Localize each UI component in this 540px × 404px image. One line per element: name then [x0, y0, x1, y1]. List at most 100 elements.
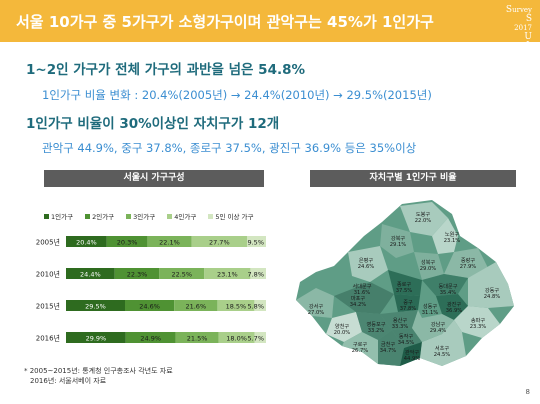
district-value: 34.7% — [380, 348, 397, 354]
header-bar: 서울 10가구 중 5가구가 소형가구이며 관악구는 45%가 1인가구 Sur… — [0, 0, 540, 51]
bar-segment — [250, 268, 266, 279]
data-label: 22.3% — [127, 271, 148, 279]
district-name: 서초구 — [435, 344, 450, 352]
data-label: 7.8% — [247, 271, 264, 279]
bar-segment — [66, 300, 125, 311]
district-name: 성북구 — [421, 258, 436, 266]
district-value: 23.1% — [444, 238, 461, 244]
data-label: 9.5% — [247, 239, 264, 247]
district-value: 29.0% — [420, 266, 437, 272]
logo-text: Survey S 2017 U L — [505, 5, 532, 51]
district-name: 마포구 — [351, 294, 366, 302]
bar-segment — [191, 236, 247, 247]
district-name: 동작구 — [399, 333, 414, 340]
district-name: 도봉구 — [416, 211, 431, 218]
bar-segment — [254, 300, 266, 311]
district-value: 36.9% — [446, 308, 463, 314]
district-value: 34.5% — [398, 340, 415, 346]
bar-segment — [174, 300, 218, 311]
footnote-line2: 2016년: 서울서베이 자료 — [30, 377, 107, 385]
district-value: 22.0% — [415, 218, 432, 224]
data-label: 23.1% — [217, 271, 238, 279]
district-name: 송파구 — [471, 316, 486, 324]
legend-item: 3인가구 — [126, 211, 155, 221]
legend-item: 4인가구 — [167, 211, 196, 221]
bar-segment — [204, 268, 251, 279]
section2-detail: 관악구 44.9%, 중구 37.8%, 종로구 37.5%, 광진구 36.9… — [42, 141, 417, 155]
bar-segment — [254, 332, 266, 343]
category-label: 2005년 — [36, 238, 60, 247]
data-label: 21.6% — [185, 303, 206, 311]
district-value: 31.6% — [354, 290, 371, 296]
district-value: 37.5% — [396, 288, 413, 294]
bar-segment — [106, 236, 148, 247]
data-label: 21.5% — [187, 335, 208, 343]
district-value: 23.3% — [470, 324, 487, 330]
district-value: 29.4% — [430, 328, 447, 334]
district-name: 양천구 — [335, 322, 350, 330]
district-name: 용산구 — [393, 316, 408, 324]
category-label: 2015년 — [36, 302, 60, 311]
survey-logo: Survey S 2017 U L — [492, 2, 532, 51]
district-value: 27.0% — [308, 310, 325, 316]
district-value: 26.7% — [352, 348, 369, 354]
district-name: 강남구 — [431, 320, 446, 328]
data-label: 5.8% — [247, 303, 264, 311]
data-label: 29.9% — [86, 335, 107, 343]
district-value: 33.2% — [368, 328, 385, 334]
section2-heading: 1인가구 비율이 30%이상인 자치구가 12개 — [26, 116, 280, 132]
district-name: 금천구 — [381, 341, 396, 348]
district-name: 동대문구 — [438, 282, 457, 290]
district-name: 강북구 — [391, 235, 406, 242]
bar-segment — [125, 332, 176, 343]
footnote-line1: * 2005~2015년: 통계청 인구총조사 각년도 자료 — [24, 367, 173, 375]
district-name: 중랑구 — [461, 257, 476, 264]
district-name: 중구 — [403, 299, 413, 306]
district-name: 구로구 — [353, 341, 368, 348]
legend-item: 2인가구 — [85, 211, 114, 221]
district-value: 24.6% — [358, 264, 375, 270]
district-name: 성동구 — [423, 302, 438, 310]
bar-segment — [66, 236, 107, 247]
data-label: 20.3% — [117, 239, 138, 247]
district-value: 24.8% — [484, 294, 501, 300]
map-panel-label: 자치구별 1인가구 비율 — [310, 170, 516, 187]
data-label: 20.4% — [76, 239, 97, 247]
data-label: 24.6% — [139, 303, 160, 311]
district-name: 강동구 — [485, 287, 500, 294]
district-name: 영등포구 — [366, 320, 385, 328]
bar-segment — [175, 332, 219, 343]
section1-heading: 1~2인 가구가 전체 가구의 과반을 넘은 54.8% — [26, 62, 306, 78]
bar-segment — [147, 236, 192, 247]
legend-item: 5인 이상 가구 — [208, 211, 253, 221]
district-name: 종로구 — [397, 281, 412, 288]
district-value: 20.0% — [334, 330, 351, 336]
chart-legend: 1인가구 2인가구 3인가구 4인가구 5인 이상 가구 — [44, 211, 253, 221]
district-name: 강서구 — [309, 302, 324, 310]
chart-panel-label: 서울시 가구구성 — [44, 170, 264, 187]
data-label: 22.5% — [171, 271, 192, 279]
data-label: 24.9% — [140, 335, 161, 343]
district-name: 노원구 — [445, 230, 460, 238]
category-label: 2010년 — [36, 270, 60, 279]
bar-segment — [125, 300, 175, 311]
district-name: 광진구 — [447, 301, 462, 308]
bar-segment — [247, 236, 266, 247]
district-value: 35.4% — [440, 290, 457, 296]
section1-detail: 1인가구 비율 변화 : 20.4%(2005년) → 24.4%(2010년)… — [42, 88, 432, 102]
bar-segment — [217, 300, 255, 311]
bar-segment — [66, 332, 126, 343]
data-label: 22.1% — [159, 239, 180, 247]
district-value: 34.2% — [350, 302, 367, 308]
household-composition-chart: 2005년 20.4% 20.3% 22.1% 27.7% 9.5% 2010년 24.4% 2… — [36, 236, 266, 343]
legend-item: 1인가구 — [44, 211, 73, 221]
page-number: 8 — [525, 388, 530, 396]
district-value: 44.9% — [404, 356, 421, 362]
data-label: 5.7% — [247, 335, 264, 343]
district-value: 24.5% — [434, 352, 451, 358]
district-name: 관악구 — [405, 348, 420, 356]
category-label: 2016년 — [36, 334, 60, 343]
bar-segment — [114, 268, 160, 279]
page-title: 서울 10가구 중 5가구가 소형가구이며 관악구는 45%가 1인가구 — [16, 13, 434, 31]
